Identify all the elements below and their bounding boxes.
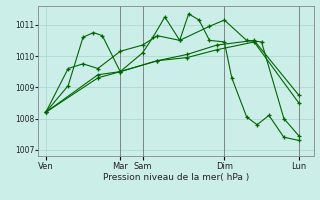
X-axis label: Pression niveau de la mer( hPa ): Pression niveau de la mer( hPa ) xyxy=(103,173,249,182)
